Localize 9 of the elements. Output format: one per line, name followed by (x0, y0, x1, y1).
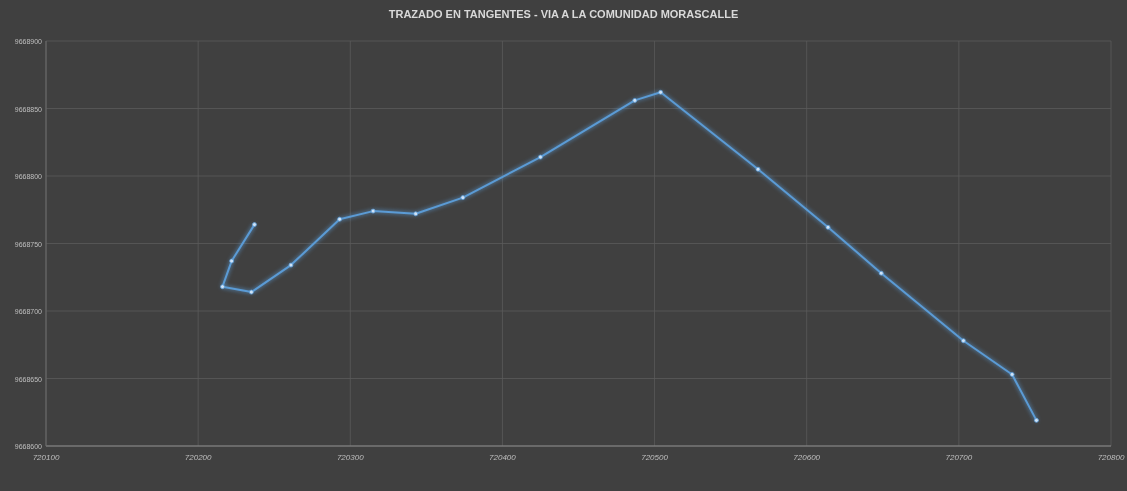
x-tick-label: 720700 (945, 453, 973, 462)
x-tick-label: 720500 (641, 453, 669, 462)
x-tick-label: 720100 (32, 453, 60, 462)
x-tick-label: 720800 (1097, 453, 1125, 462)
x-tick-label: 720300 (336, 453, 365, 462)
chart-title: TRAZADO EN TANGENTES - VIA A LA COMUNIDAD MORASCALLE (388, 8, 739, 20)
x-tick-label: 720400 (489, 453, 517, 462)
x-tick-label: 720200 (184, 453, 213, 462)
x-tick-label: 720600 (793, 453, 821, 462)
